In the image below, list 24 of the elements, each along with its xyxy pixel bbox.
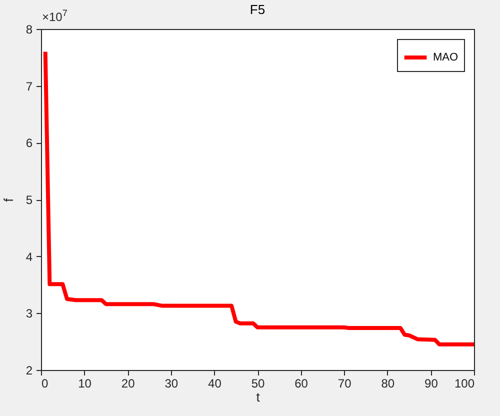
x-tick-label: 30 bbox=[164, 376, 178, 390]
x-tick-label: 70 bbox=[338, 376, 352, 390]
y-tick-label: 2 bbox=[26, 364, 33, 378]
y-tick-label: 3 bbox=[26, 306, 33, 321]
x-tick-label: 40 bbox=[208, 376, 222, 390]
text: ×10$^{7}$ bbox=[42, 8, 68, 24]
y-tick-label: 5 bbox=[26, 193, 33, 207]
y-tick-label: 7 bbox=[26, 79, 33, 94]
x-tick-label: 60 bbox=[294, 376, 308, 390]
chart-title: F5 bbox=[250, 2, 266, 17]
y-tick-label: 4 bbox=[26, 250, 33, 264]
x-axis-title: t bbox=[256, 390, 260, 404]
y-axis-title: f bbox=[0, 198, 16, 202]
x-tick-label: 90 bbox=[424, 376, 438, 390]
x-tick-label: 0 bbox=[42, 376, 48, 390]
x-tick-label: 10 bbox=[78, 376, 92, 390]
y-tick-label: 8 bbox=[26, 22, 33, 36]
x-tick-label: 100 bbox=[454, 376, 475, 390]
y-tick-label: 6 bbox=[26, 136, 33, 150]
x-tick-label: 80 bbox=[381, 376, 395, 390]
legend-label: MAO bbox=[433, 52, 458, 64]
line-series bbox=[43, 50, 474, 346]
x-tick-label: 50 bbox=[251, 376, 265, 390]
x-tick-label: 20 bbox=[121, 376, 136, 390]
